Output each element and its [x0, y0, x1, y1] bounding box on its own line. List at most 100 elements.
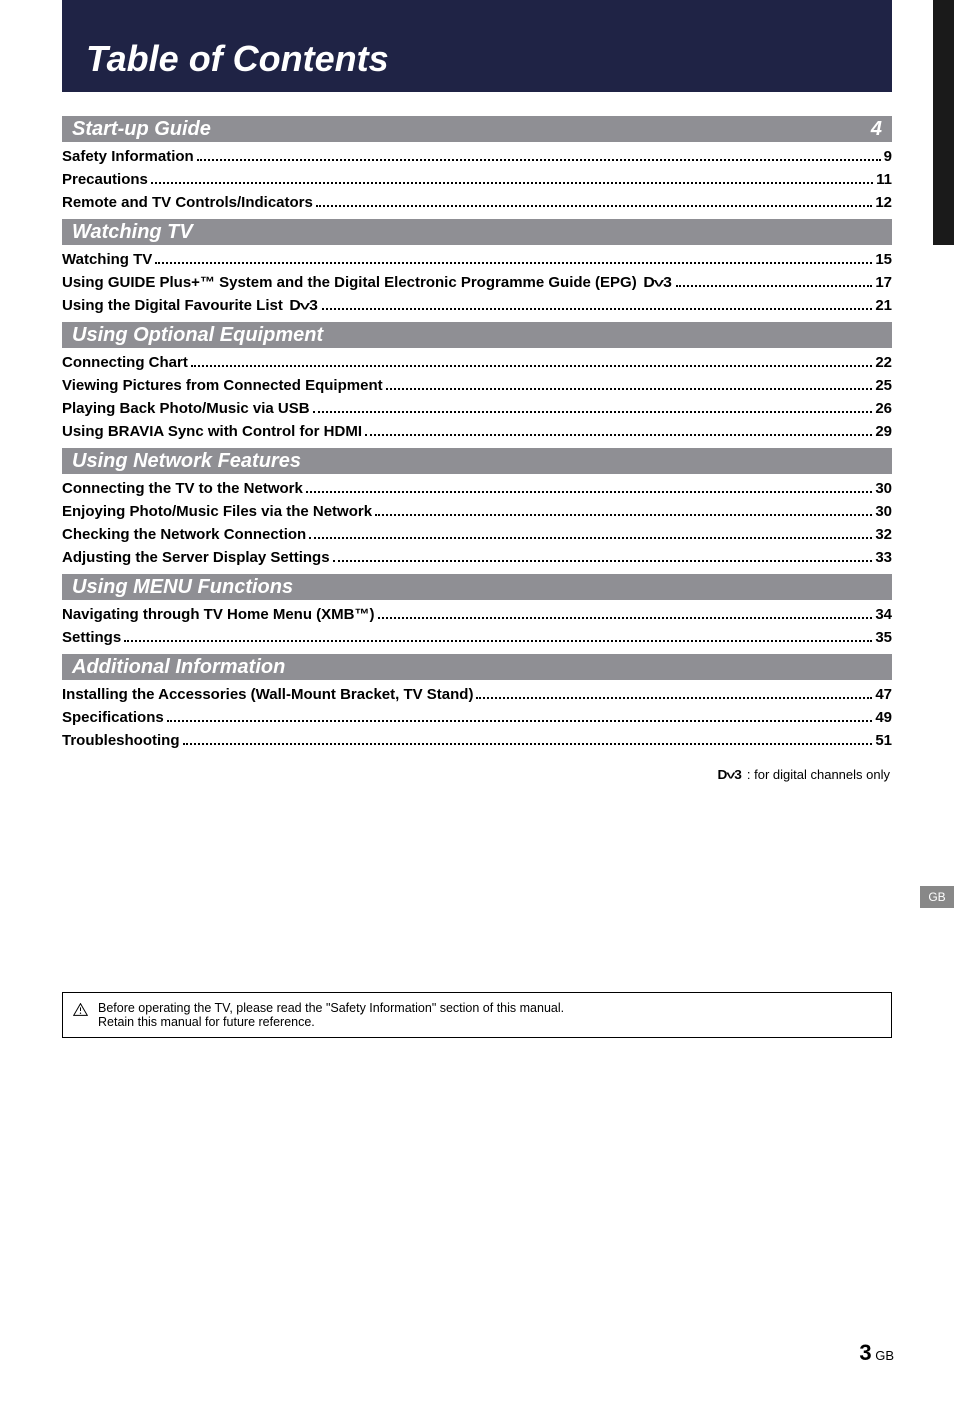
notice-line-2: Retain this manual for future reference.	[98, 1015, 564, 1029]
section-title: Using Optional Equipment	[72, 324, 323, 347]
toc-page: 49	[875, 709, 892, 726]
toc-label: Specifications	[62, 709, 164, 726]
dot-leader	[197, 159, 881, 161]
section-header: Using MENU Functions	[62, 574, 892, 600]
section-header: Using Optional Equipment	[62, 322, 892, 348]
dot-leader	[155, 262, 872, 264]
toc-page: 35	[875, 629, 892, 646]
toc-page: 33	[875, 549, 892, 566]
dvb-icon: V	[717, 767, 740, 782]
section-title: Using MENU Functions	[72, 576, 293, 599]
toc-entry: Adjusting the Server Display Settings 33	[62, 549, 892, 566]
toc-page: 21	[875, 297, 892, 314]
toc-label: Precautions	[62, 171, 148, 188]
section-header: Start-up Guide 4	[62, 116, 892, 142]
toc-entry: Remote and TV Controls/Indicators 12	[62, 194, 892, 211]
toc-page: 17	[875, 274, 892, 291]
dot-leader	[378, 617, 873, 619]
toc-entry: Installing the Accessories (Wall-Mount B…	[62, 686, 892, 703]
dot-leader	[333, 560, 873, 562]
section-page: 4	[871, 118, 882, 141]
toc-entry: Using BRAVIA Sync with Control for HDMI …	[62, 423, 892, 440]
dot-leader	[316, 205, 872, 207]
dot-leader	[191, 365, 872, 367]
section-header: Watching TV	[62, 219, 892, 245]
dvb-icon: V	[289, 297, 317, 314]
toc-entry: Viewing Pictures from Connected Equipmen…	[62, 377, 892, 394]
toc-page: 30	[875, 503, 892, 520]
toc-page: 26	[875, 400, 892, 417]
toc-label: Using the Digital Favourite List V	[62, 297, 319, 314]
toc-entry: Playing Back Photo/Music via USB 26	[62, 400, 892, 417]
dot-leader	[386, 388, 873, 390]
warning-icon	[73, 1003, 88, 1016]
dot-leader	[476, 697, 872, 699]
legend-text: : for digital channels only	[743, 767, 890, 782]
page-content: Table of Contents Start-up Guide 4 Safety …	[0, 0, 954, 1038]
toc-entry: Troubleshooting 51	[62, 732, 892, 749]
toc-page: 51	[875, 732, 892, 749]
dot-leader	[151, 182, 873, 184]
dot-leader	[306, 491, 872, 493]
toc-entry: Safety Information 9	[62, 148, 892, 165]
toc-page: 9	[884, 148, 892, 165]
toc-entry: Using GUIDE Plus+™ System and the Digita…	[62, 274, 892, 291]
toc-label: Using GUIDE Plus+™ System and the Digita…	[62, 274, 673, 291]
side-tab-dark	[933, 0, 954, 245]
toc-entry: Connecting Chart 22	[62, 354, 892, 371]
dot-leader	[313, 411, 873, 413]
toc-label: Navigating through TV Home Menu (XMB™)	[62, 606, 375, 623]
section-title: Start-up Guide	[72, 118, 211, 141]
toc-page: 34	[875, 606, 892, 623]
toc-label: Troubleshooting	[62, 732, 180, 749]
toc-entry: Checking the Network Connection 32	[62, 526, 892, 543]
toc-label: Playing Back Photo/Music via USB	[62, 400, 310, 417]
safety-notice: Before operating the TV, please read the…	[62, 992, 892, 1038]
section-title: Watching TV	[72, 221, 193, 244]
dot-leader	[183, 743, 873, 745]
dot-leader	[365, 434, 872, 436]
page-title: Table of Contents	[86, 38, 868, 80]
toc-label: Adjusting the Server Display Settings	[62, 549, 330, 566]
toc-label: Watching TV	[62, 251, 152, 268]
toc-page: 47	[875, 686, 892, 703]
toc-page: 32	[875, 526, 892, 543]
toc-page: 11	[876, 171, 892, 188]
dot-leader	[676, 285, 872, 287]
title-block: Table of Contents	[62, 0, 892, 92]
dot-leader	[322, 308, 872, 310]
toc-entry: Using the Digital Favourite List V 21	[62, 297, 892, 314]
toc-entry: Navigating through TV Home Menu (XMB™) 3…	[62, 606, 892, 623]
page-number-suffix: GB	[872, 1348, 894, 1363]
toc-label: Enjoying Photo/Music Files via the Netwo…	[62, 503, 372, 520]
side-tab-gb: GB	[920, 886, 954, 908]
toc-label: Installing the Accessories (Wall-Mount B…	[62, 686, 473, 703]
dot-leader	[167, 720, 873, 722]
section-header: Additional Information	[62, 654, 892, 680]
toc-label: Remote and TV Controls/Indicators	[62, 194, 313, 211]
toc-entry: Precautions 11	[62, 171, 892, 188]
toc-page: 29	[875, 423, 892, 440]
toc-page: 25	[875, 377, 892, 394]
notice-line-1: Before operating the TV, please read the…	[98, 1001, 564, 1015]
toc-page: 12	[875, 194, 892, 211]
dot-leader	[124, 640, 872, 642]
page-number: 3 GB	[859, 1340, 894, 1366]
toc-label: Checking the Network Connection	[62, 526, 306, 543]
toc-entry: Connecting the TV to the Network 30	[62, 480, 892, 497]
dvb-legend: V : for digital channels only	[62, 767, 892, 782]
toc-label: Connecting Chart	[62, 354, 188, 371]
toc-entry: Settings 35	[62, 629, 892, 646]
section-header: Using Network Features	[62, 448, 892, 474]
toc-entry: Watching TV 15	[62, 251, 892, 268]
toc-page: 15	[875, 251, 892, 268]
toc-entry: Specifications 49	[62, 709, 892, 726]
toc-label: Using BRAVIA Sync with Control for HDMI	[62, 423, 362, 440]
toc-entry: Enjoying Photo/Music Files via the Netwo…	[62, 503, 892, 520]
toc-label: Safety Information	[62, 148, 194, 165]
section-title: Using Network Features	[72, 450, 301, 473]
toc-label: Connecting the TV to the Network	[62, 480, 303, 497]
toc-label: Settings	[62, 629, 121, 646]
page-number-big: 3	[859, 1340, 871, 1365]
dot-leader	[375, 514, 872, 516]
